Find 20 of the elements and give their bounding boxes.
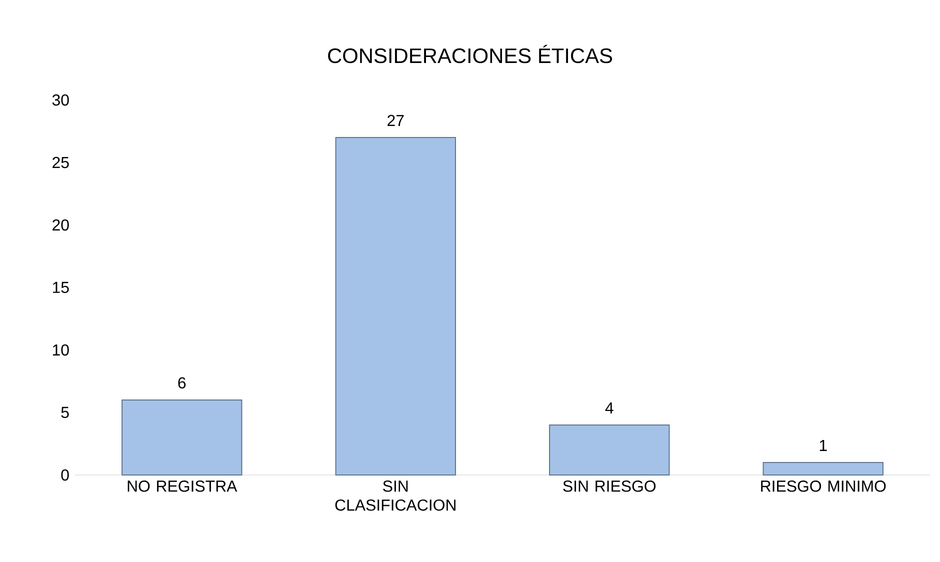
x-tick-label: NO REGISTRA bbox=[128, 480, 238, 492]
bar bbox=[335, 136, 456, 476]
y-tick-label: 10 bbox=[52, 344, 69, 356]
bar bbox=[122, 400, 242, 476]
data-label: 1 bbox=[820, 440, 827, 451]
y-tick-label: 0 bbox=[61, 469, 69, 481]
data-label: 27 bbox=[388, 114, 404, 126]
x-tick-label: SIN CLASIFICACION bbox=[335, 480, 456, 511]
y-tick-label: 5 bbox=[61, 406, 69, 418]
x-tick-label: RIESGO MINIMO bbox=[761, 480, 886, 492]
y-tick-label: 25 bbox=[52, 156, 69, 168]
x-tick-label: SIN RIESGO bbox=[563, 480, 656, 492]
y-tick-label: 20 bbox=[52, 219, 69, 231]
y-tick-label: 15 bbox=[52, 282, 69, 294]
bar bbox=[549, 424, 670, 476]
chart-title: CONSIDERACIONES ÉTICAS bbox=[328, 44, 612, 64]
data-label: 4 bbox=[605, 402, 614, 414]
data-label: 6 bbox=[178, 377, 186, 388]
bar bbox=[762, 462, 884, 476]
y-tick-label: 30 bbox=[52, 94, 69, 106]
